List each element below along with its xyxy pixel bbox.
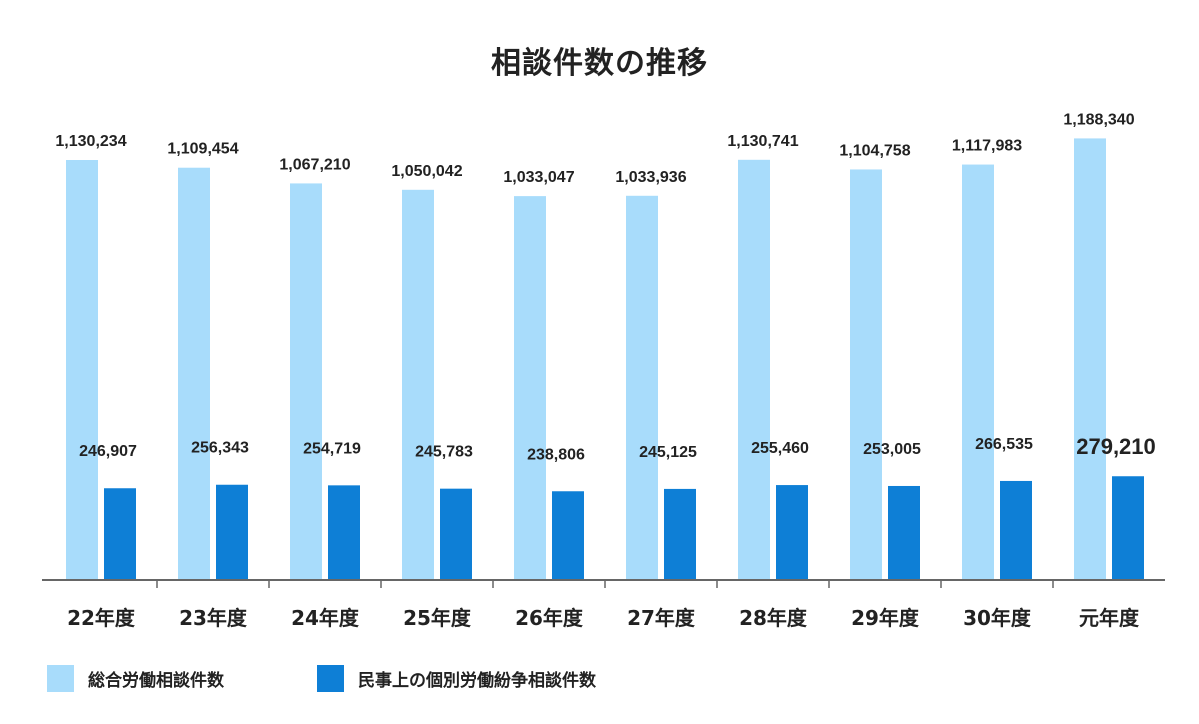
x-tick-label-7: 29年度 [851,606,920,630]
bar-civil-2 [328,485,360,580]
label-civil-9: 279,210 [1076,434,1156,459]
bar-civil-9 [1112,476,1144,580]
bar-total-7 [850,169,882,581]
label-civil-5: 245,125 [639,444,697,461]
bar-total-0 [66,160,98,580]
x-tick-label-2: 24年度 [291,606,360,630]
label-total-2: 1,067,210 [279,156,350,173]
x-tick-label-3: 25年度 [403,606,472,630]
label-civil-4: 238,806 [527,446,585,463]
bar-civil-7 [888,485,920,580]
bar-total-4 [514,196,546,581]
label-total-4: 1,033,047 [503,169,574,186]
label-total-7: 1,104,758 [839,142,910,159]
label-civil-7: 253,005 [863,441,921,458]
label-total-1: 1,109,454 [167,141,238,158]
bar-total-5 [626,195,658,580]
label-civil-1: 256,343 [191,440,249,457]
legend-label-civil: 民事上の個別労働紛争相談件数 [358,671,596,691]
x-tick-label-8: 30年度 [963,606,1032,630]
label-total-9: 1,188,340 [1063,111,1134,128]
label-civil-0: 246,907 [79,443,137,460]
legend-item-total: 総合労働相談件数 [47,665,224,692]
legend-swatch-total [47,665,74,692]
bar-civil-8 [1000,480,1032,580]
label-civil-6: 255,460 [751,440,809,457]
bar-total-1 [178,167,210,581]
legend-label-total: 総合労働相談件数 [88,671,224,691]
bar-civil-6 [776,485,808,580]
bar-civil-3 [440,488,472,580]
x-tick-label-4: 26年度 [515,606,584,630]
bar-total-9 [1074,138,1106,581]
bar-total-8 [962,164,994,580]
label-civil-8: 266,535 [975,436,1033,453]
label-civil-3: 245,783 [415,444,473,461]
label-total-6: 1,130,741 [727,133,798,150]
x-tick-label-5: 27年度 [627,606,696,630]
chart-title: 相談件数の推移 [491,46,708,81]
legend: 総合労働相談件数 民事上の個別労働紛争相談件数 [0,665,1199,705]
x-tick-label-1: 23年度 [179,606,248,630]
label-total-8: 1,117,983 [952,138,1022,155]
legend-swatch-civil [317,665,344,692]
bar-total-2 [290,183,322,581]
bar-chart: 1,130,234 246,907 22年度 1,109,454 256,343 23年度… [42,111,1165,630]
bar-total-3 [402,189,434,581]
bar-total-6 [738,159,770,581]
x-tick-label-0: 22年度 [67,606,136,630]
label-total-5: 1,033,936 [615,169,686,186]
bar-civil-5 [664,488,696,580]
x-tick-label-6: 28年度 [739,606,808,630]
bar-civil-4 [552,491,584,580]
label-civil-2: 254,719 [303,440,361,457]
legend-item-civil: 民事上の個別労働紛争相談件数 [317,665,596,692]
bar-civil-0 [104,488,136,580]
x-tick-label-9: 元年度 [1079,606,1140,630]
label-total-0: 1,130,234 [55,133,126,150]
label-total-3: 1,050,042 [391,163,462,180]
bar-civil-1 [216,484,248,580]
